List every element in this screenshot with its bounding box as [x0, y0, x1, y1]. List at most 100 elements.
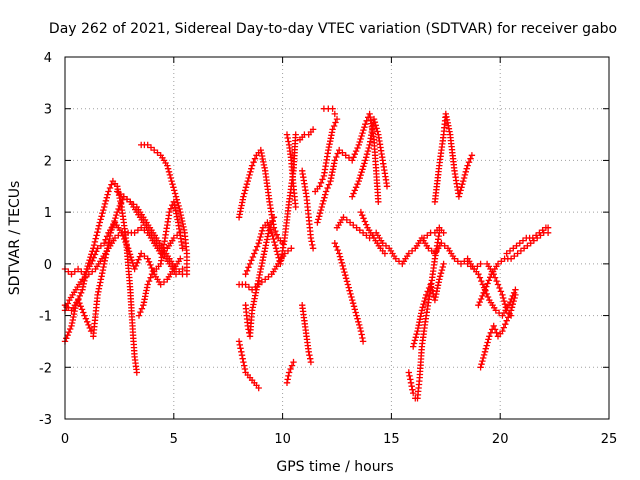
data-point	[94, 291, 101, 299]
data-point	[477, 364, 484, 371]
data-point-run	[532, 232, 540, 239]
data-point-run	[97, 206, 107, 223]
data-point	[503, 250, 510, 257]
data-point	[494, 260, 502, 268]
x-axis-label: GPS time / hours	[276, 459, 393, 475]
data-point	[410, 389, 417, 397]
data-point-run	[70, 299, 80, 311]
data-point-run	[135, 206, 145, 218]
data-point-run	[171, 201, 181, 223]
data-point	[344, 281, 352, 288]
data-point-run	[152, 273, 163, 286]
data-point	[90, 245, 97, 252]
data-point-run	[141, 216, 152, 229]
data-point-run	[242, 305, 251, 326]
data-point-run	[258, 248, 268, 270]
data-point-run	[148, 232, 158, 244]
data-point	[309, 245, 317, 252]
series-track-22	[333, 214, 484, 273]
data-point-run	[508, 294, 518, 311]
data-point-run	[356, 160, 368, 182]
data-point-run	[539, 227, 546, 234]
data-point-run	[238, 352, 246, 362]
series-track-15	[299, 302, 315, 366]
data-point	[423, 291, 430, 299]
data-point-run	[413, 237, 424, 249]
data-point-run	[436, 134, 447, 166]
data-point	[177, 255, 184, 262]
series-track-27	[420, 224, 447, 242]
x-tick-label: 0	[61, 432, 69, 447]
data-point	[355, 141, 362, 149]
data-point-run	[443, 113, 453, 135]
data-point-run	[102, 233, 111, 243]
data-point-run	[400, 252, 411, 265]
data-point-run	[181, 233, 190, 254]
data-point	[288, 245, 295, 252]
data-point-run	[117, 190, 124, 198]
data-point	[375, 198, 382, 205]
data-point-run	[252, 243, 261, 254]
data-point-run	[345, 284, 355, 301]
data-point	[436, 276, 443, 283]
data-point	[329, 105, 336, 112]
data-point-run	[436, 263, 446, 280]
series-track-17	[296, 126, 317, 143]
data-point-run	[129, 325, 138, 357]
data-point-run	[100, 247, 111, 260]
data-point-run	[123, 237, 134, 290]
data-point-run	[63, 325, 74, 342]
data-point	[349, 193, 356, 200]
x-tick-label: 5	[170, 432, 178, 447]
data-point-run	[108, 211, 120, 234]
data-point-run	[380, 160, 390, 187]
data-point-run	[130, 201, 137, 208]
data-point	[248, 307, 256, 314]
data-point	[107, 229, 114, 236]
data-point-run	[500, 294, 510, 311]
y-tick-label: 0	[44, 258, 52, 273]
data-point	[479, 281, 486, 288]
data-point	[164, 162, 171, 169]
y-tick-label: 4	[44, 51, 52, 66]
data-point-run	[373, 170, 382, 202]
data-point-run	[432, 232, 442, 259]
data-point-run	[97, 242, 105, 249]
data-point-run	[167, 258, 178, 270]
data-point-run	[165, 237, 176, 249]
data-point-run	[424, 284, 433, 295]
data-point	[349, 296, 356, 304]
data-point-run	[176, 268, 183, 275]
series-track-20	[320, 105, 338, 118]
data-point	[240, 358, 247, 366]
data-point-run	[524, 242, 531, 249]
series-track-23	[349, 115, 391, 200]
data-point	[292, 203, 299, 211]
data-point	[460, 177, 467, 185]
data-point	[305, 348, 312, 355]
data-point-run	[507, 289, 518, 306]
data-point-run	[363, 144, 372, 161]
data-point-run	[339, 149, 346, 156]
data-point-run	[478, 351, 488, 368]
data-point-run	[113, 221, 124, 234]
data-point-run	[349, 300, 359, 316]
x-tick-label: 15	[383, 432, 400, 447]
data-point	[490, 271, 497, 278]
series-track-25	[405, 229, 443, 402]
data-point	[455, 193, 463, 200]
data-point	[240, 193, 247, 200]
data-point	[166, 208, 173, 216]
data-point	[135, 312, 143, 319]
data-point	[486, 333, 493, 340]
data-point-run	[350, 181, 361, 197]
x-tick-label: 20	[492, 432, 509, 447]
data-point-run	[169, 181, 179, 197]
axis-ticks: 0 5 10 15 20 25 -3 -2 -1 0 1 2 3 4	[39, 51, 617, 447]
data-point	[490, 322, 497, 330]
data-point-run	[89, 268, 96, 275]
data-point-run	[249, 289, 260, 311]
data-point	[440, 229, 447, 236]
data-point-run	[356, 124, 368, 146]
data-point-run	[167, 202, 176, 212]
